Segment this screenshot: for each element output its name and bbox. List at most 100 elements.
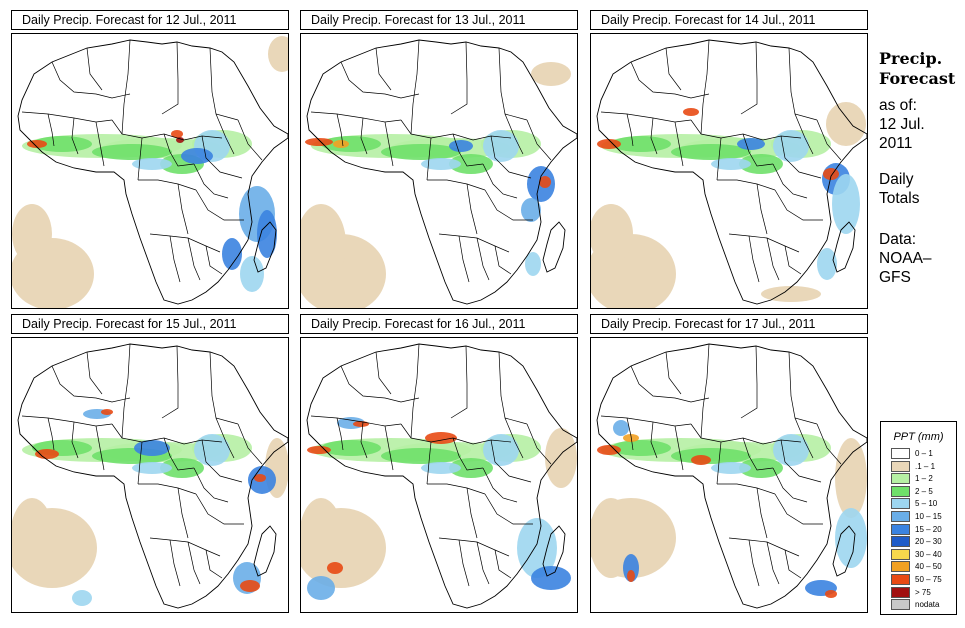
country-border [71, 421, 79, 459]
country-border [215, 417, 235, 459]
country-border [717, 483, 776, 495]
legend-label: > 75 [915, 587, 931, 597]
country-border [626, 113, 634, 147]
country-border [784, 549, 802, 579]
precip-cell [739, 154, 783, 174]
panel-title-5: Daily Precip. Forecast for 16 Jul., 2011 [300, 314, 578, 334]
forecast-map-2 [300, 33, 578, 309]
light-precip-area [531, 62, 571, 86]
precip-cell [35, 449, 59, 459]
legend-swatch [891, 498, 910, 510]
precip-cell [825, 590, 837, 598]
legend-swatch [891, 561, 910, 573]
legend-label: 0 – 1 [915, 449, 933, 458]
panel-title-2: Daily Precip. Forecast for 13 Jul., 2011 [300, 10, 578, 30]
country-border [336, 417, 344, 451]
precip-cell [449, 154, 493, 174]
country-border [816, 119, 842, 161]
legend-swatch [891, 448, 910, 459]
africa-coastline [306, 39, 577, 305]
country-border [674, 425, 684, 471]
country-border [476, 541, 490, 585]
country-border [794, 417, 814, 459]
precip-cell [671, 448, 751, 464]
precip-cell [517, 518, 557, 578]
country-border [177, 183, 189, 235]
country-border [788, 351, 818, 425]
light-precip-area [12, 498, 54, 578]
country-border [360, 421, 368, 459]
country-border [410, 343, 420, 439]
precip-cell [321, 136, 381, 152]
country-border [600, 111, 692, 123]
country-border [490, 439, 532, 483]
heading-line-2: Forecast [879, 69, 956, 88]
precip-cell [737, 138, 765, 150]
precip-cell [381, 448, 461, 464]
country-border [149, 537, 221, 557]
madagascar-outline [253, 525, 277, 577]
precip-cell [421, 462, 461, 474]
legend-swatch [891, 599, 910, 611]
country-border [163, 133, 195, 167]
legend-swatch [891, 586, 910, 598]
madagascar-outline [542, 221, 566, 273]
light-precip-area [761, 286, 821, 302]
country-border [86, 351, 103, 395]
country-border [774, 189, 823, 221]
forecast-map-5 [300, 337, 578, 613]
precip-cell [421, 158, 461, 170]
precip-cell [521, 198, 541, 222]
country-border [748, 235, 760, 283]
country-border [665, 47, 682, 91]
panel-title-6: Daily Precip. Forecast for 17 Jul., 2011 [590, 314, 868, 334]
country-border [498, 47, 528, 121]
country-border [774, 493, 823, 525]
precip-cell [307, 576, 335, 600]
country-border [816, 423, 842, 465]
country-border [504, 113, 524, 155]
legend-label: .1 – 1 [915, 461, 936, 471]
precip-cell [739, 458, 783, 478]
light-precip-area [268, 36, 288, 72]
legend-swatch [891, 536, 910, 548]
country-border [360, 117, 368, 155]
precip-cell [613, 420, 629, 436]
madagascar-outline [542, 525, 566, 577]
totals-line-1: Daily [879, 171, 914, 188]
country-border [205, 245, 223, 275]
panel-title-3: Daily Precip. Forecast for 14 Jul., 2011 [590, 10, 868, 30]
country-border [426, 137, 432, 181]
country-border [484, 189, 533, 221]
country-border [193, 467, 229, 503]
country-border [788, 47, 818, 121]
country-border [95, 121, 105, 167]
country-border [336, 113, 344, 147]
precip-cell [240, 580, 260, 592]
precip-cell [240, 256, 264, 292]
legend-label: 2 – 5 [915, 486, 933, 496]
country-border [650, 117, 658, 155]
precip-cell [160, 458, 204, 478]
precip-cell [835, 508, 867, 568]
precip-cell [132, 462, 172, 474]
country-border [748, 539, 760, 587]
light-precip-area [301, 204, 346, 284]
country-border [340, 365, 420, 403]
precip-cell [711, 158, 751, 170]
panel-title-1: Daily Precip. Forecast for 12 Jul., 2011 [11, 10, 289, 30]
country-border [86, 47, 103, 91]
legend-swatch [891, 548, 910, 560]
country-border [716, 137, 722, 181]
precip-cell [171, 130, 183, 138]
country-border [375, 351, 392, 395]
as-of-label: as of: [879, 97, 917, 114]
data-source-name: NOAA– [879, 250, 932, 267]
africa-coastline [17, 343, 288, 609]
precip-cell [327, 562, 343, 574]
legend-swatch [891, 523, 910, 535]
legend-swatch [891, 511, 910, 522]
precip-cell [381, 144, 461, 160]
precip-cell [531, 566, 571, 590]
as-of-block: as of: 12 Jul. 2011 [879, 96, 965, 153]
